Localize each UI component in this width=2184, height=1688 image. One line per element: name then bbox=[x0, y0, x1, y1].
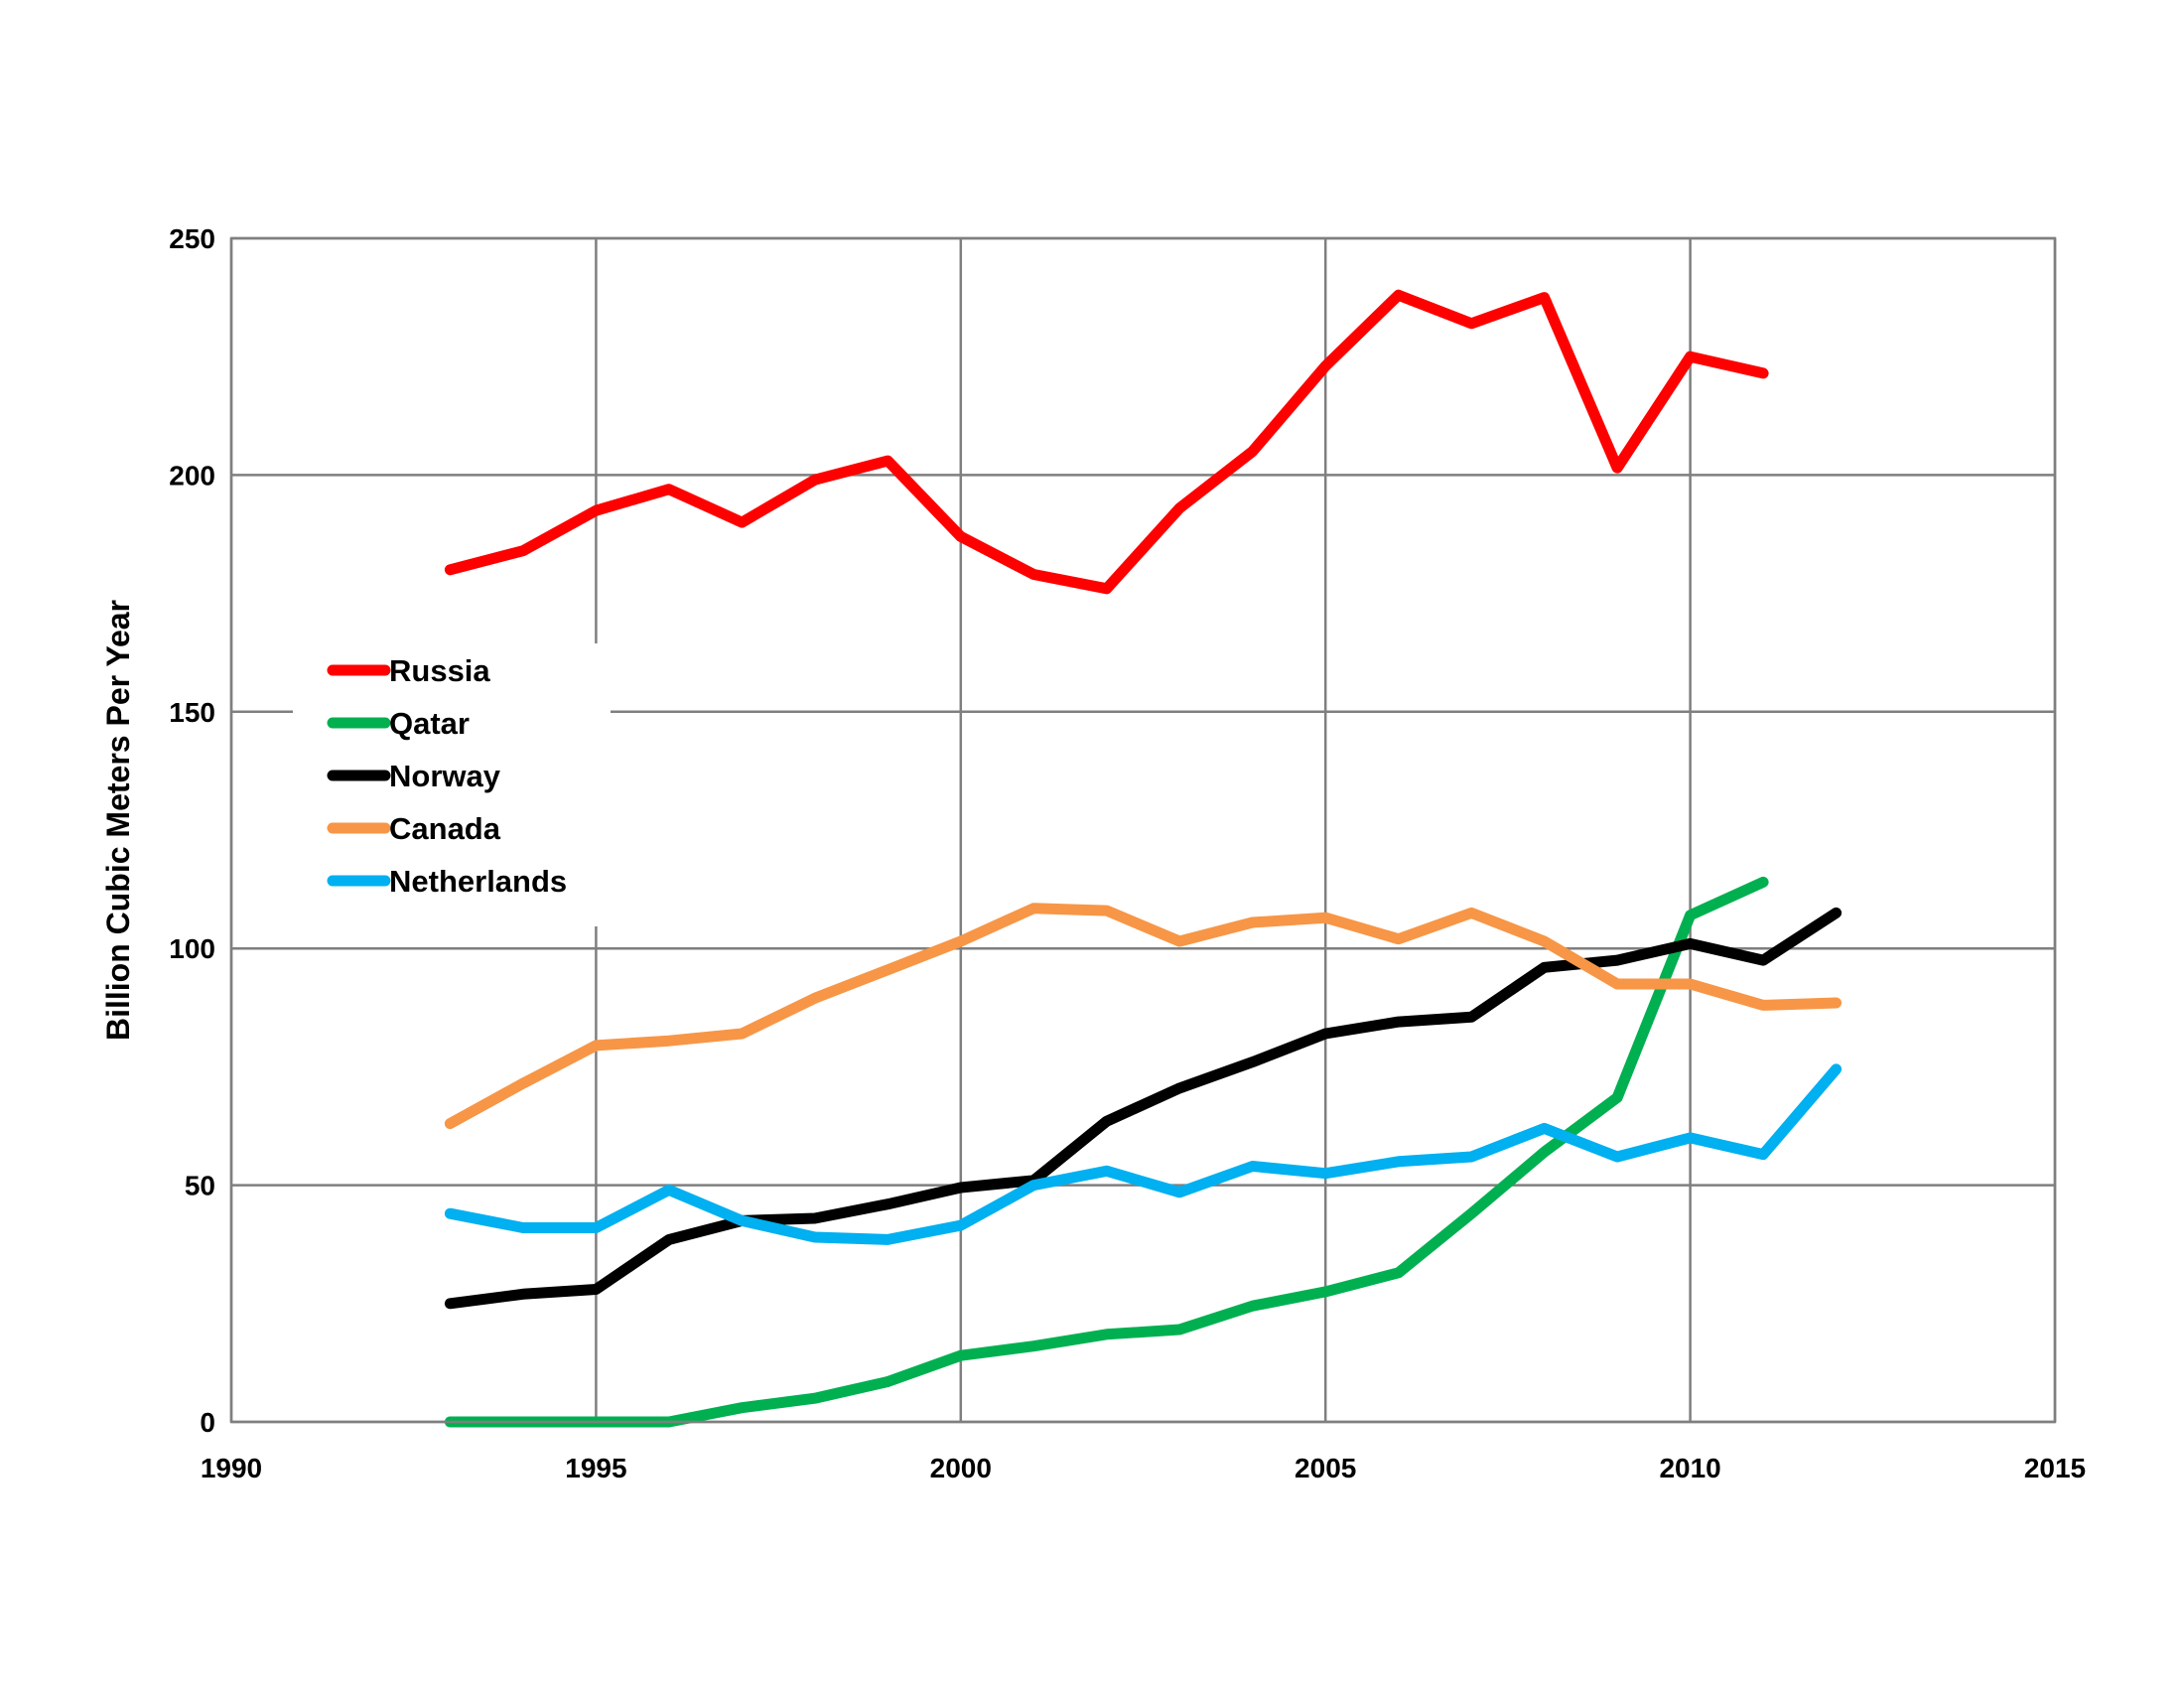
x-tick-label-4: 2010 bbox=[1659, 1453, 1720, 1483]
legend-label-russia: Russia bbox=[389, 653, 490, 688]
y-tick-label-3: 150 bbox=[169, 697, 215, 728]
plot-series bbox=[444, 289, 1843, 1428]
x-tick-label-1: 1995 bbox=[565, 1453, 626, 1483]
series-line-canada bbox=[444, 903, 1843, 1130]
y-tick-label-4: 200 bbox=[169, 460, 215, 491]
y-axis-title: Billion Cubic Meters Per Year bbox=[100, 600, 136, 1041]
y-tick-label-2: 100 bbox=[169, 933, 215, 964]
legend-label-norway: Norway bbox=[389, 759, 501, 793]
series-line-netherlands bbox=[444, 1063, 1843, 1245]
series-line-russia bbox=[444, 289, 1769, 595]
x-tick-label-5: 2015 bbox=[2024, 1453, 2086, 1483]
legend-label-netherlands: Netherlands bbox=[389, 864, 567, 899]
x-tick-label-0: 1990 bbox=[201, 1453, 262, 1483]
y-axis-tick-labels: 0 50 100 150 200 250 bbox=[169, 223, 215, 1438]
x-tick-label-3: 2005 bbox=[1295, 1453, 1356, 1483]
y-tick-label-1: 50 bbox=[185, 1171, 215, 1201]
legend-label-canada: Canada bbox=[389, 811, 501, 846]
x-tick-label-2: 2000 bbox=[930, 1453, 992, 1483]
series-line-norway bbox=[444, 907, 1843, 1310]
x-axis-tick-labels: 1990 1995 2000 2005 2010 2015 bbox=[201, 1453, 2086, 1483]
legend-label-qatar: Qatar bbox=[389, 706, 470, 741]
plot-area-border bbox=[229, 236, 2057, 1424]
legend: Russia Qatar Norway Canada Netherlands bbox=[293, 643, 611, 926]
y-tick-label-0: 0 bbox=[200, 1407, 215, 1438]
y-tick-label-5: 250 bbox=[169, 223, 215, 254]
